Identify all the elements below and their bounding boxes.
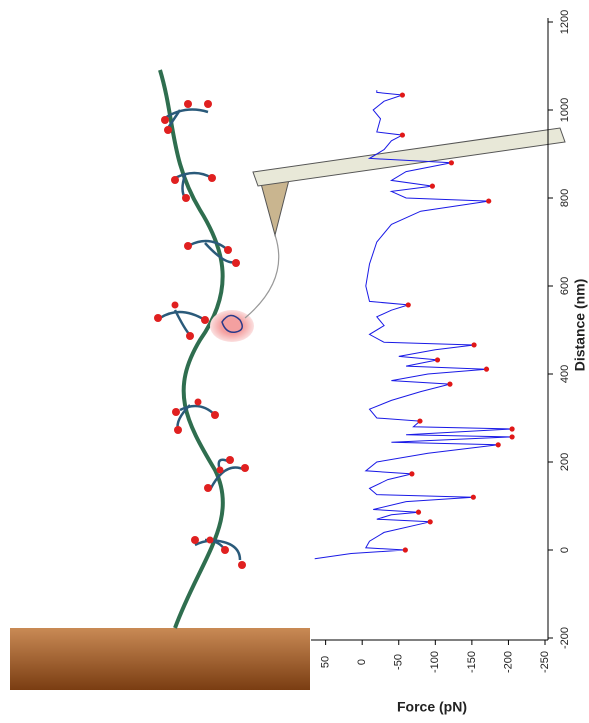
plot: -200 0 200 400 600 800 1000 1200 50 0 -50 -100 -150 -… [315,10,571,673]
x-tick-label: -200 [559,627,571,649]
schematic [10,70,565,690]
substrate [10,628,310,690]
peak-marker [484,367,489,372]
x-axis-label: Distance (nm) [572,279,588,372]
y-tick-label: 0 [356,659,368,665]
y-axis-label: Force (pN) [397,699,467,715]
peak-marker [509,434,514,439]
peak-marker [435,357,440,362]
peak-marker [409,471,414,476]
peak-marker [416,510,421,515]
peak-marker [471,495,476,500]
peak-marker [486,198,491,203]
y-tick-label: 50 [320,656,332,668]
peak-marker [496,442,501,447]
y-tick-label: -200 [502,651,514,673]
x-tick-label: 1000 [559,98,571,122]
y-tick-label: -100 [429,651,441,673]
polymer-chain [160,70,223,628]
figure: -200 0 200 400 600 800 1000 1200 50 0 -50 -100 -150 -… [0,0,589,723]
peak-marker [400,92,405,97]
peak-marker [471,342,476,347]
peak-marker [449,160,454,165]
x-tick-label: 1200 [559,10,571,34]
peak-marker [403,547,408,552]
peak-marker [417,418,422,423]
cantilever [253,128,565,186]
x-tick-label: 800 [559,189,571,207]
peak-marker [428,519,433,524]
y-tick-label: -250 [539,651,551,673]
peak-marker [509,426,514,431]
y-tick-label: -150 [466,651,478,673]
x-tick-label: 600 [559,277,571,295]
peak-marker [430,184,435,189]
x-tick-label: 400 [559,365,571,383]
peak-marker [406,302,411,307]
x-tick-label: 0 [559,547,571,553]
peak-marker [447,382,452,387]
y-tick-label: -50 [393,654,405,670]
tether [245,235,279,318]
peak-marker [400,132,405,137]
x-tick-label: 200 [559,453,571,471]
